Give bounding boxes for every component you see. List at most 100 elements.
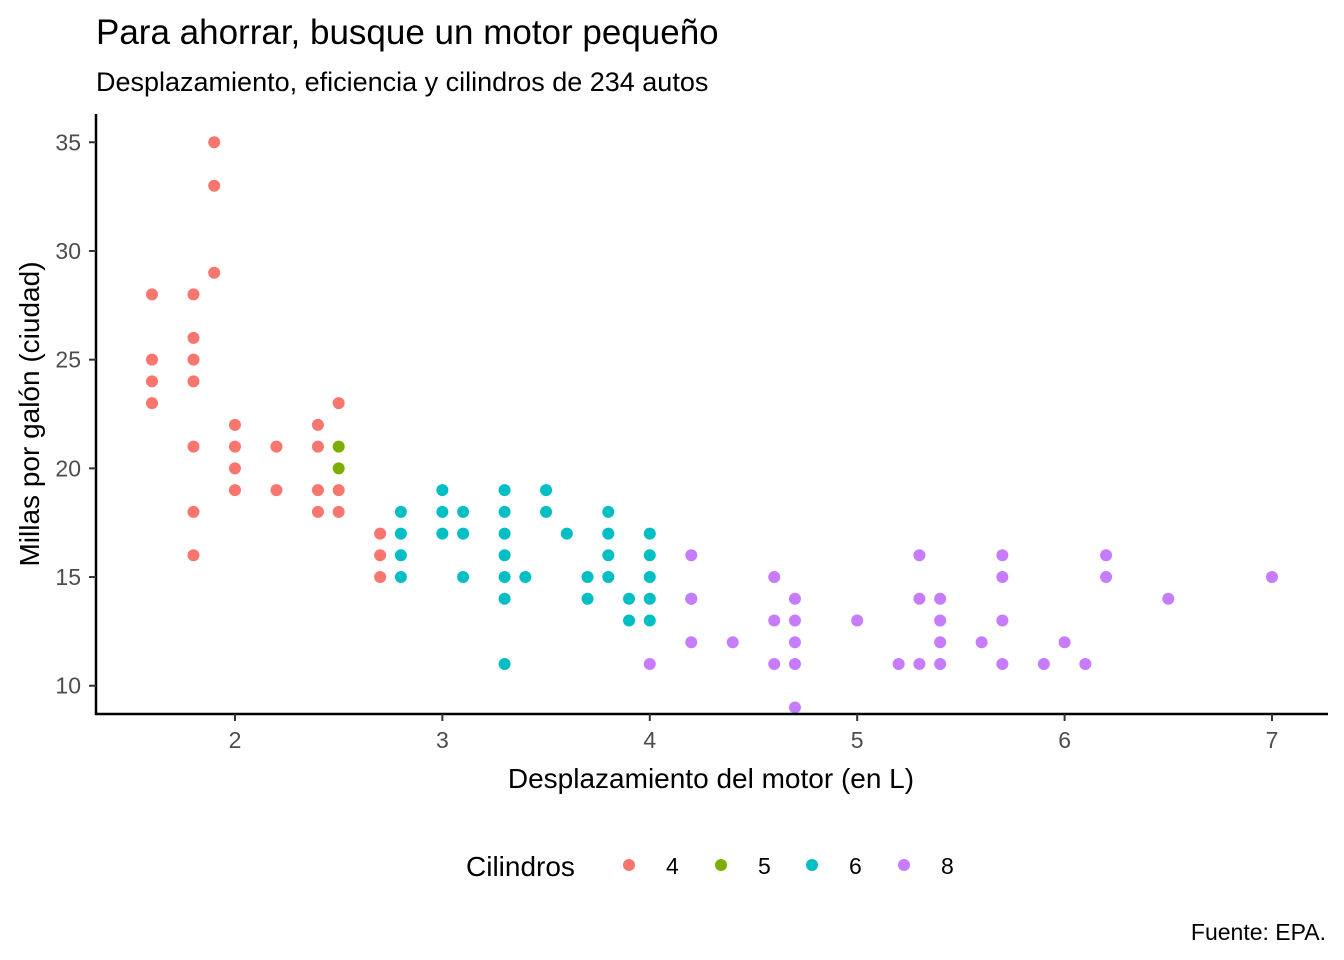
point-cyl-6-6 [436, 527, 449, 540]
point-cyl-4-22 [311, 484, 324, 497]
point-cyl-8-29 [1079, 658, 1092, 670]
point-cyl-4-1 [146, 353, 158, 366]
x-tick-label-6: 6 [1058, 727, 1071, 753]
point-cyl-8-6 [768, 614, 781, 627]
point-cyl-8-4 [726, 636, 739, 649]
point-cyl-8-16 [913, 592, 926, 605]
y-tick-label-35: 35 [55, 129, 81, 155]
point-cyl-8-24 [996, 571, 1009, 584]
point-cyl-6-15 [498, 592, 511, 605]
point-cyl-8-27 [1037, 658, 1050, 670]
point-cyl-8-32 [1162, 592, 1175, 605]
legend-title: Cilindros [466, 851, 575, 882]
point-cyl-6-33 [643, 614, 656, 627]
y-tick-label-25: 25 [55, 347, 81, 373]
point-cyl-4-9 [187, 505, 200, 518]
y-tick-label-20: 20 [55, 455, 81, 481]
point-cyl-6-20 [560, 527, 573, 540]
point-cyl-6-9 [457, 571, 470, 584]
point-cyl-6-23 [602, 505, 615, 518]
point-cyl-6-2 [394, 549, 407, 562]
point-cyl-6-11 [498, 505, 511, 518]
point-cyl-8-23 [996, 549, 1009, 562]
point-cyl-8-25 [996, 614, 1009, 627]
point-cyl-4-8 [187, 440, 200, 453]
point-cyl-6-21 [581, 571, 594, 584]
axes [94, 114, 1328, 716]
point-cyl-6-19 [540, 505, 553, 518]
point-cyl-4-4 [187, 288, 200, 301]
point-cyl-4-11 [208, 136, 221, 149]
point-cyl-6-4 [436, 484, 449, 497]
y-axis-title: Millas por galón (ciudad) [14, 261, 45, 566]
legend-key-8 [898, 859, 910, 871]
point-cyl-4-18 [270, 440, 283, 453]
point-cyl-8-3 [685, 636, 698, 649]
point-cyl-6-31 [643, 571, 656, 584]
point-cyl-8-11 [788, 658, 801, 670]
point-cyl-4-28 [374, 549, 387, 562]
y-tick-label-10: 10 [55, 673, 81, 699]
point-cyl-4-29 [374, 571, 387, 584]
point-cyl-8-21 [934, 658, 947, 670]
point-cyl-4-6 [187, 353, 200, 366]
point-cyl-8-7 [768, 658, 781, 670]
point-cyl-6-0 [394, 505, 407, 518]
point-cyl-8-17 [913, 658, 926, 670]
point-cyl-6-1 [394, 527, 407, 540]
point-cyl-4-25 [332, 484, 345, 497]
point-cyl-6-12 [498, 527, 511, 540]
point-cyl-8-20 [934, 636, 947, 649]
point-cyl-8-19 [934, 614, 947, 627]
point-cyl-8-22 [975, 636, 988, 649]
point-cyl-4-20 [311, 418, 324, 431]
point-cyl-4-3 [146, 397, 158, 410]
point-cyl-6-16 [498, 658, 511, 670]
point-cyl-4-15 [228, 440, 241, 453]
point-cyl-8-10 [788, 636, 801, 649]
point-cyl-6-25 [602, 549, 615, 562]
point-cyl-6-22 [581, 592, 594, 605]
point-cyl-8-12 [788, 701, 801, 714]
point-cyl-8-33 [1266, 571, 1278, 584]
legend-label-8: 8 [941, 853, 954, 879]
point-cyl-6-13 [498, 549, 511, 562]
point-cyl-6-32 [643, 592, 656, 605]
point-cyl-4-21 [311, 440, 324, 453]
point-cyl-4-7 [187, 375, 200, 388]
point-cyl-5-1 [332, 462, 345, 475]
point-cyl-4-5 [187, 331, 200, 344]
point-cyl-6-29 [643, 527, 656, 540]
legend-label-4: 4 [666, 853, 679, 879]
point-cyl-8-30 [1100, 549, 1113, 562]
point-cyl-4-2 [146, 375, 158, 388]
point-cyl-4-12 [208, 179, 221, 192]
point-cyl-8-8 [788, 592, 801, 605]
point-cyl-6-14 [498, 571, 511, 584]
y-tick-label-15: 15 [55, 564, 81, 590]
point-cyl-6-28 [623, 614, 636, 627]
x-tick-label-3: 3 [436, 727, 449, 753]
point-cyl-6-24 [602, 527, 615, 540]
point-cyl-4-24 [332, 397, 345, 410]
x-tick-label-2: 2 [229, 727, 242, 753]
point-cyl-5-0 [332, 440, 345, 453]
point-cyl-8-28 [1058, 636, 1071, 649]
point-cyl-4-23 [311, 505, 324, 518]
legend-key-6 [806, 859, 818, 871]
point-cyl-6-30 [643, 549, 656, 562]
point-cyl-6-26 [602, 571, 615, 584]
legend: Cilindros 4 5 6 8 [466, 851, 954, 882]
point-cyl-8-0 [643, 658, 656, 670]
chart-title: Para ahorrar, busque un motor pequeño [96, 13, 719, 52]
y-tick-label-30: 30 [55, 238, 81, 264]
point-cyl-6-5 [436, 505, 449, 518]
point-cyl-4-26 [332, 505, 345, 518]
legend-key-4 [623, 859, 635, 871]
legend-label-6: 6 [849, 853, 862, 879]
point-cyl-4-17 [228, 484, 241, 497]
point-cyl-8-1 [685, 549, 698, 562]
legend-label-5: 5 [758, 853, 771, 879]
x-axis-ticks: 2 3 4 5 6 7 [229, 714, 1278, 753]
